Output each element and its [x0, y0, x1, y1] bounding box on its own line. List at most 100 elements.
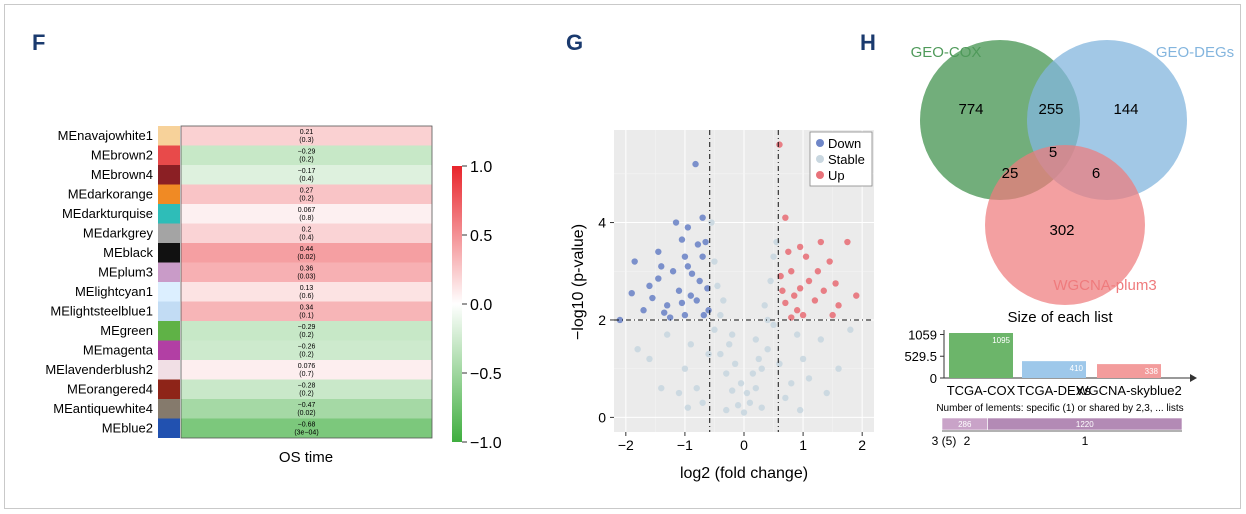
heatmap-cell [181, 184, 432, 204]
volcano-point-stable [720, 297, 727, 304]
volcano-point-down [678, 299, 686, 307]
module-color-swatch [158, 301, 180, 321]
volcano-point-stable [770, 321, 777, 329]
heatmap-cell-correlation: 0.076 [298, 363, 316, 370]
volcano-point-up [782, 299, 789, 307]
heatmap-cell-correlation: 0.067 [298, 207, 316, 214]
volcano-point-up [826, 258, 833, 265]
elements-axis-label: 1 [1082, 434, 1089, 448]
volcano-point-stable [728, 331, 736, 338]
heatmap-cell-pvalue: (3e−04) [294, 430, 318, 437]
volcano-ylabel: −log10 (p-value) [570, 224, 587, 340]
volcano-point-stable [758, 365, 765, 372]
heatmap-cell-pvalue: (0.1) [299, 313, 313, 320]
volcano-point-up [835, 302, 842, 309]
volcano-point-down [675, 287, 683, 294]
module-color-swatch [158, 340, 180, 360]
list-size-bar [1097, 364, 1161, 378]
volcano-point-down [655, 248, 662, 255]
heatmap-panel: MEnavajowhite1 0.21(0.3)MEbrown2 −0.29(0.2… [45, 125, 502, 466]
legend-label: Up [828, 168, 845, 183]
heatmap-row-label: MElightsteelblue1 [50, 304, 153, 319]
venn-set-label-geo-degs: GEO-DEGs [1156, 44, 1234, 61]
colorbar-tick-label: 0.0 [470, 297, 492, 314]
y-tick-label: 0 [598, 409, 606, 425]
volcano-point-down [702, 238, 709, 246]
heatmap-cell-pvalue: (0.2) [299, 196, 313, 203]
venn-count-geo-cox-only: 774 [958, 101, 983, 118]
module-color-swatch [158, 243, 180, 263]
list-size-y-tick-label: 0 [930, 371, 937, 386]
volcano-point-stable [799, 355, 807, 363]
volcano-point-stable [796, 406, 804, 414]
module-color-swatch [158, 360, 180, 380]
volcano-point-stable [752, 336, 760, 343]
volcano-point-up [788, 268, 795, 275]
heatmap-row-label: MElavenderblush2 [45, 362, 153, 377]
list-size-category-label: WGCNA-skyblue2 [1076, 383, 1181, 398]
volcano-point-stable [847, 326, 854, 333]
volcano-point-stable [755, 355, 762, 363]
volcano-point-stable [788, 380, 795, 387]
colorbar-ticks: 1.0 0.5 0.0 −0.5 −1.0 [462, 159, 502, 452]
list-size-category-label: TCGA-COX [947, 383, 1016, 398]
heatmap-cell-correlation: 0.34 [300, 305, 314, 312]
volcano-point-up [817, 238, 825, 246]
list-size-title: Size of each list [1007, 309, 1113, 326]
venn-circle-wgcna-plum3 [985, 145, 1145, 305]
volcano-point-down [705, 307, 712, 314]
module-color-swatch [158, 204, 180, 224]
list-size-bar [949, 333, 1013, 378]
heatmap-row-label: MEmagenta [83, 343, 154, 358]
heatmap-cell-correlation: −0.17 [298, 168, 316, 175]
heatmap-cell-correlation: 0.21 [300, 129, 314, 136]
heatmap-cell-pvalue: (0.4) [299, 235, 313, 242]
heatmap-cell [181, 204, 432, 224]
heatmap-cell-pvalue: (0.02) [297, 410, 315, 417]
panel-letter-f: F [32, 30, 45, 55]
venn-count-wgcna-only: 302 [1049, 222, 1074, 239]
volcano-point-stable [752, 384, 760, 392]
heatmap-row-label: MEorangered4 [67, 382, 153, 397]
volcano-point-down [616, 316, 624, 324]
heatmap-row-label: MEdarkturquise [62, 206, 153, 221]
volcano-point-up [796, 285, 804, 292]
heatmap-row-label: MEblack [103, 245, 153, 260]
volcano-point-stable [675, 389, 683, 397]
volcano-point-up [853, 292, 860, 299]
elements-strip: 286 1220 [941, 417, 1183, 431]
venn-count-geo-degs-only: 144 [1113, 101, 1138, 118]
volcano-point-stable [793, 331, 801, 338]
heatmap-row-label: MEdarkgrey [83, 226, 154, 241]
volcano-point-up [777, 272, 784, 280]
heatmap-cell-correlation: 0.44 [300, 246, 314, 253]
list-size-panel: Size of each list 1059 529.5 0 1095 TCGA-CO… [904, 309, 1197, 448]
volcano-point-stable [684, 404, 692, 411]
volcano-point-up [776, 141, 783, 148]
volcano-point-down [678, 236, 686, 243]
volcano-point-down [658, 263, 665, 270]
volcano-point-down [687, 292, 695, 299]
volcano-point-up [796, 243, 804, 251]
heatmap-cell [181, 340, 432, 360]
volcano-point-stable [746, 399, 754, 406]
volcano-point-down [666, 314, 674, 321]
heatmap-cell-correlation: 0.2 [302, 227, 312, 234]
x-tick-label: 0 [740, 437, 748, 453]
figure-frame [4, 4, 1241, 509]
volcano-point-stable [770, 253, 777, 260]
venn-count-degs-wgcna: 6 [1092, 165, 1100, 182]
heatmap-row-label: MElightcyan1 [75, 284, 153, 299]
volcano-points [616, 141, 860, 416]
volcano-point-stable [761, 302, 768, 309]
heatmap-cell [181, 360, 432, 380]
volcano-point-stable [728, 387, 736, 394]
volcano-point-stable [740, 409, 748, 416]
volcano-point-down [693, 297, 700, 304]
volcano-point-stable [693, 384, 700, 392]
volcano-point-stable [764, 345, 771, 353]
volcano-point-stable [714, 282, 721, 290]
legend-marker [816, 139, 824, 147]
heatmap-row-label: MEnavajowhite1 [58, 128, 153, 143]
